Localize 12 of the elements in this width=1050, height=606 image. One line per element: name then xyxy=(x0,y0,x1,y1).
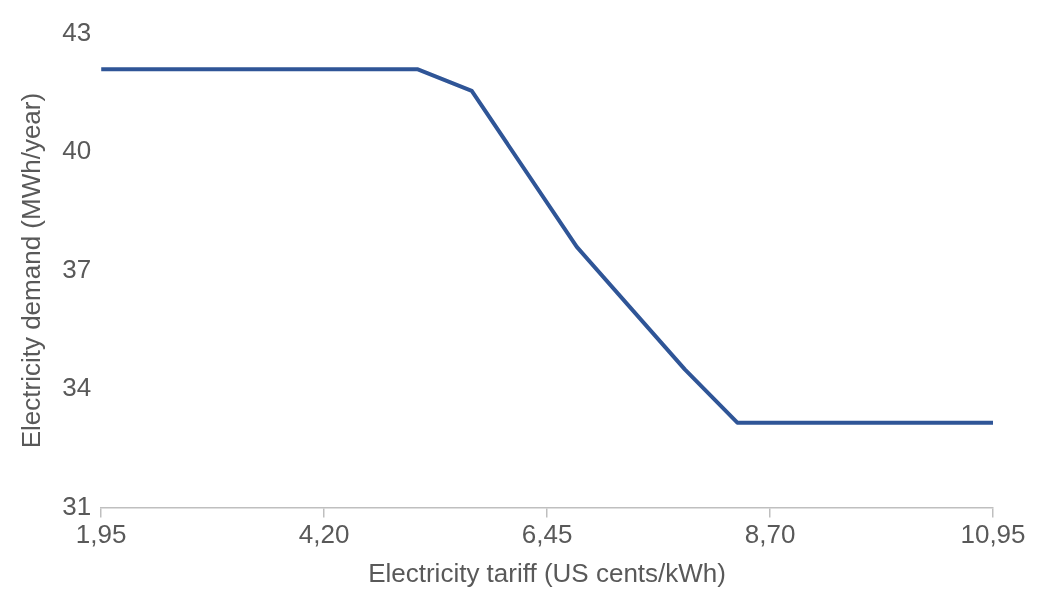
y-axis-title: Electricity demand (MWh/year) xyxy=(15,92,46,449)
y-tick-label: 43 xyxy=(62,16,92,47)
x-tick-label: 1,95 xyxy=(75,519,127,550)
y-tick-label: 40 xyxy=(62,135,92,166)
y-tick-label: 31 xyxy=(62,490,92,521)
x-tick-label: 4,20 xyxy=(298,519,350,550)
x-axis-title: Electricity tariff (US cents/kWh) xyxy=(368,557,726,588)
y-tick-label: 37 xyxy=(62,253,92,284)
x-tick-label: 6,45 xyxy=(521,519,573,550)
y-tick-label: 34 xyxy=(62,372,92,403)
x-tick-label: 10,95 xyxy=(960,519,1026,550)
x-tick-label: 8,70 xyxy=(744,519,796,550)
